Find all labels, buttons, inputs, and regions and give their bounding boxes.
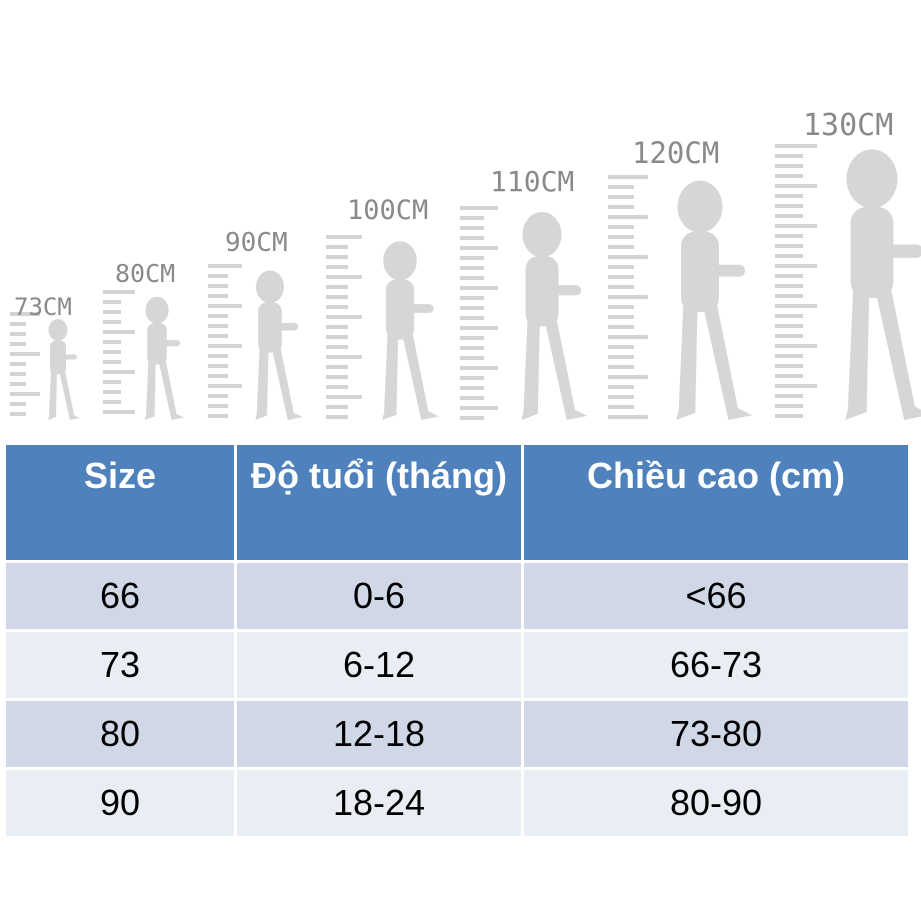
height-label: 100CM bbox=[347, 195, 428, 226]
child-silhouette-icon bbox=[255, 270, 303, 420]
cell-size: 90 bbox=[6, 770, 234, 836]
cell-age: 18-24 bbox=[237, 770, 521, 836]
cell-size: 80 bbox=[6, 701, 234, 767]
cell-height: <66 bbox=[524, 563, 908, 629]
height-ruler bbox=[608, 175, 648, 419]
cell-age: 6-12 bbox=[237, 632, 521, 698]
height-ruler bbox=[775, 144, 817, 418]
height-ruler bbox=[10, 312, 40, 416]
table-header-row: Size Độ tuổi (tháng) Chiều cao (cm) bbox=[6, 445, 908, 560]
height-label: 130CM bbox=[803, 108, 893, 143]
child-height-illustration: 73CM 80CM 90CM 100CM 110CM 120CM 130CM bbox=[10, 108, 921, 420]
cell-height: 80-90 bbox=[524, 770, 908, 836]
table-row: 66 0-6 <66 bbox=[6, 563, 908, 629]
child-silhouette-icon bbox=[676, 180, 753, 420]
child-silhouette-icon bbox=[845, 149, 921, 420]
header-size: Size bbox=[6, 445, 234, 560]
height-ruler bbox=[326, 235, 362, 419]
cell-age: 0-6 bbox=[237, 563, 521, 629]
height-figure-1: 73CM bbox=[10, 293, 80, 420]
header-height: Chiều cao (cm) bbox=[524, 445, 908, 560]
height-label: 110CM bbox=[490, 165, 574, 198]
height-figure-5: 110CM bbox=[460, 165, 588, 420]
child-silhouette-icon bbox=[382, 241, 439, 420]
table-row: 80 12-18 73-80 bbox=[6, 701, 908, 767]
child-silhouette-icon bbox=[144, 296, 184, 420]
height-figure-7: 130CM bbox=[775, 108, 921, 420]
height-ruler bbox=[103, 290, 135, 414]
cell-size: 66 bbox=[6, 563, 234, 629]
table-row: 73 6-12 66-73 bbox=[6, 632, 908, 698]
height-ruler bbox=[460, 206, 498, 420]
size-chart-table: Size Độ tuổi (tháng) Chiều cao (cm) 66 0… bbox=[3, 442, 911, 839]
height-label: 73CM bbox=[14, 293, 72, 321]
child-silhouette-icon bbox=[48, 319, 80, 420]
height-label: 80CM bbox=[115, 259, 175, 288]
cell-size: 73 bbox=[6, 632, 234, 698]
height-label: 90CM bbox=[225, 228, 288, 258]
height-figure-2: 80CM bbox=[103, 259, 184, 420]
height-figure-6: 120CM bbox=[608, 136, 753, 420]
cell-age: 12-18 bbox=[237, 701, 521, 767]
height-figure-3: 90CM bbox=[208, 228, 303, 420]
table-row: 90 18-24 80-90 bbox=[6, 770, 908, 836]
cell-height: 73-80 bbox=[524, 701, 908, 767]
cell-height: 66-73 bbox=[524, 632, 908, 698]
height-ruler bbox=[208, 264, 242, 418]
child-silhouette-icon bbox=[521, 211, 588, 420]
height-figure-4: 100CM bbox=[326, 195, 439, 420]
height-label: 120CM bbox=[632, 136, 719, 170]
header-age: Độ tuổi (tháng) bbox=[237, 445, 521, 560]
